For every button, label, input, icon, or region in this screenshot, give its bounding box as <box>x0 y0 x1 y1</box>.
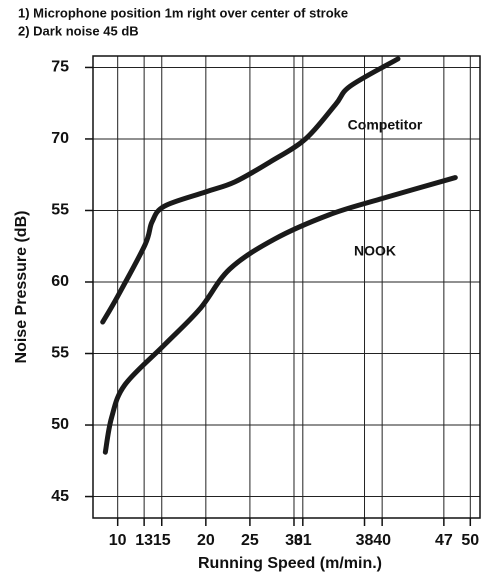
x-tick-label: 13 <box>135 532 153 549</box>
x-tick-label: 15 <box>153 532 171 549</box>
y-tick-label: 75 <box>51 59 69 76</box>
series-line <box>102 175 458 455</box>
annotation: 1) Microphone position 1m right over cen… <box>18 5 348 20</box>
y-tick-label: 55 <box>51 202 69 219</box>
x-tick-label: 25 <box>241 532 259 549</box>
x-tick-label: 47 <box>435 532 453 549</box>
x-tick-label: 10 <box>109 532 127 549</box>
series-label: Competitor <box>348 117 423 133</box>
y-tick-label: 60 <box>51 273 69 290</box>
x-axis-label: Running Speed (m/min.) <box>198 555 382 572</box>
y-tick-label: 50 <box>51 416 69 433</box>
x-tick-label: 40 <box>373 532 391 549</box>
x-tick-label: 20 <box>197 532 215 549</box>
x-tick-label: 50 <box>461 532 479 549</box>
x-tick-label: 30 <box>285 532 303 549</box>
y-axis-label: Noise Pressure (dB) <box>13 211 30 364</box>
annotation: 2) Dark noise 45 dB <box>18 23 139 38</box>
y-tick-label: 55 <box>51 345 69 362</box>
series-label: NOOK <box>354 243 396 259</box>
series-line <box>100 56 401 325</box>
plot-frame <box>92 55 481 519</box>
x-tick-label: 31 <box>294 532 312 549</box>
x-tick-label: 38 <box>356 532 374 549</box>
y-tick-label: 70 <box>51 130 69 147</box>
y-tick-label: 45 <box>51 488 69 505</box>
